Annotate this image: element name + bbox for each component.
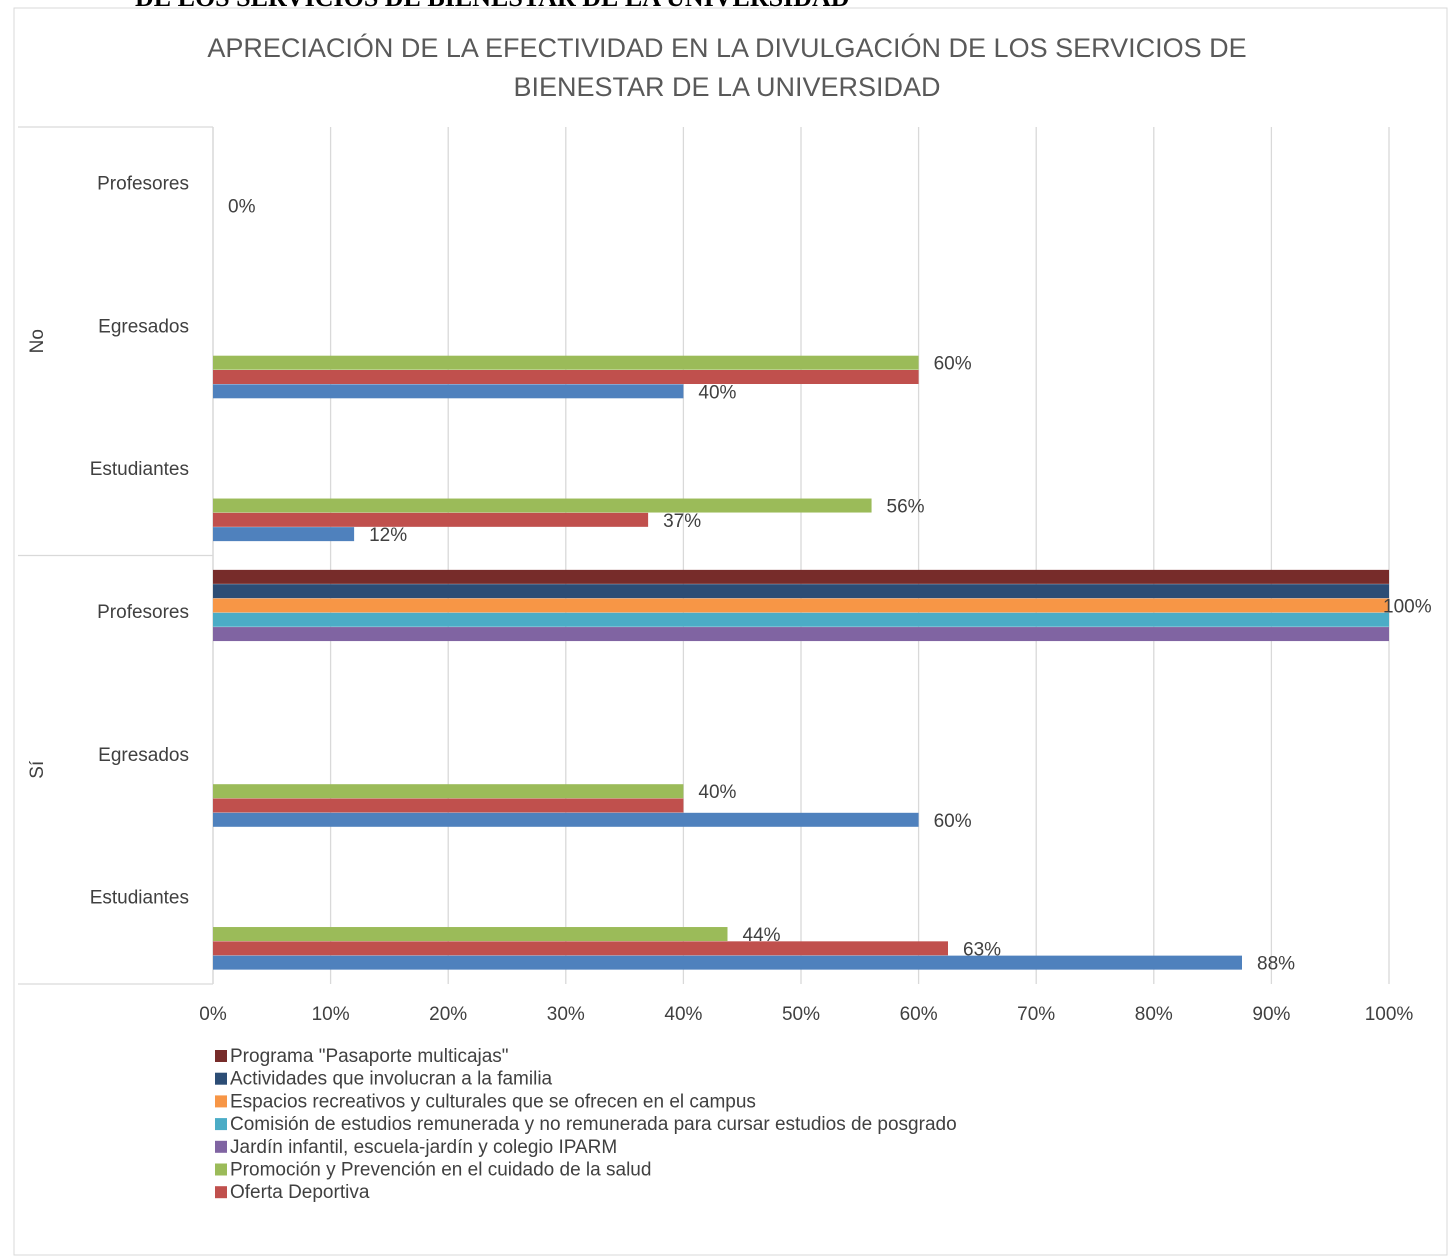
- data-label: 56%: [887, 497, 925, 518]
- bar: [213, 955, 1242, 970]
- legend-label: Oferta Deportiva: [230, 1182, 370, 1203]
- x-tick-label: 40%: [664, 1004, 702, 1025]
- category-label: Egresados: [98, 745, 189, 766]
- x-tick-label: 60%: [900, 1004, 938, 1025]
- bar: [213, 527, 355, 542]
- legend-swatch: [215, 1118, 227, 1131]
- data-label: 88%: [1257, 954, 1295, 975]
- x-tick-label: 70%: [1017, 1004, 1055, 1025]
- category-label: Estudiantes: [90, 459, 189, 480]
- legend-swatch: [215, 1095, 227, 1108]
- data-label: 40%: [698, 782, 736, 803]
- x-tick-label: 90%: [1252, 1004, 1290, 1025]
- legend-swatch: [215, 1163, 227, 1176]
- data-label: 60%: [934, 354, 972, 375]
- bar: [213, 612, 1389, 627]
- data-label: 100%: [1383, 596, 1432, 617]
- chart-title: BIENESTAR DE LA UNIVERSIDAD: [513, 72, 940, 102]
- x-tick-label: 0%: [199, 1004, 227, 1025]
- data-label: 37%: [663, 511, 701, 532]
- group-label: Sí: [27, 760, 48, 779]
- legend-label: Jardín infantil, escuela-jardín y colegi…: [230, 1137, 617, 1158]
- bar: [213, 598, 1389, 613]
- legend-label: Actividades que involucran a la familia: [230, 1069, 553, 1090]
- category-label: Profesores: [97, 602, 189, 623]
- bar: [213, 498, 872, 513]
- bar: [213, 584, 1389, 599]
- bar: [213, 512, 649, 527]
- bar: [213, 355, 919, 370]
- bar: [213, 627, 1389, 642]
- page-heading: DE LOS SERVICIOS DE BIENESTAR DE LA UNIV…: [135, 0, 850, 12]
- legend-label: Promoción y Prevención en el cuidado de …: [230, 1160, 651, 1181]
- bar: [213, 569, 1389, 584]
- group-label: No: [27, 329, 48, 353]
- data-label: 60%: [934, 811, 972, 832]
- x-tick-label: 80%: [1135, 1004, 1173, 1025]
- legend-label: Programa "Pasaporte multicajas": [230, 1046, 509, 1067]
- x-tick-label: 100%: [1365, 1004, 1414, 1025]
- chart-title: APRECIACIÓN DE LA EFECTIVIDAD EN LA DIVU…: [207, 32, 1246, 63]
- legend-swatch: [215, 1050, 227, 1062]
- legend-label: Comisión de estudios remunerada y no rem…: [230, 1114, 957, 1135]
- x-tick-label: 50%: [782, 1004, 820, 1025]
- x-tick-label: 10%: [312, 1004, 350, 1025]
- data-label: 12%: [369, 525, 407, 546]
- bar: [213, 370, 919, 384]
- legend-swatch: [215, 1140, 227, 1153]
- x-tick-label: 30%: [547, 1004, 585, 1025]
- data-label: 44%: [743, 925, 781, 946]
- bar: [213, 798, 684, 813]
- bar: [213, 384, 684, 399]
- legend-label: Espacios recreativos y culturales que se…: [230, 1091, 756, 1112]
- data-label: 63%: [963, 939, 1001, 960]
- bar: [213, 812, 919, 827]
- bar: [213, 927, 728, 942]
- bar: [213, 941, 948, 956]
- bar: [213, 784, 684, 799]
- data-label: 40%: [698, 382, 736, 403]
- legend-swatch: [215, 1186, 227, 1199]
- category-label: Egresados: [98, 316, 189, 337]
- legend-swatch: [215, 1072, 227, 1085]
- x-tick-label: 20%: [429, 1004, 467, 1025]
- category-label: Profesores: [97, 173, 189, 194]
- data-label: 0%: [228, 197, 256, 218]
- category-label: Estudiantes: [90, 888, 189, 909]
